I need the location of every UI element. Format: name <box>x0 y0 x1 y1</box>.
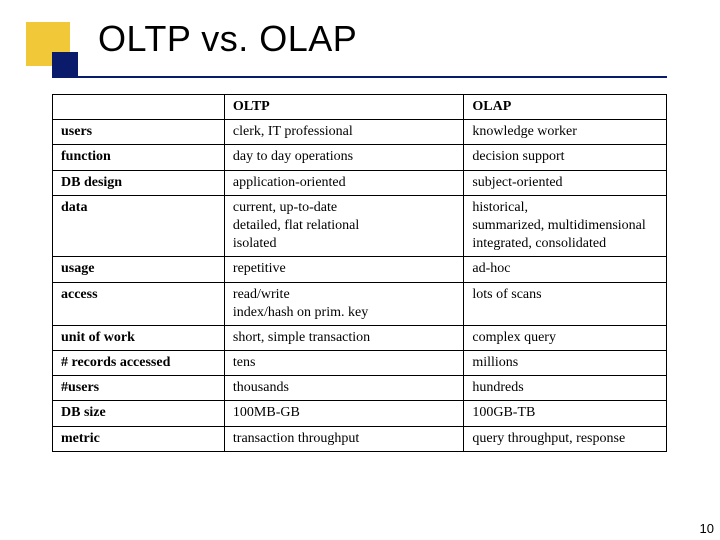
cell-olap: historical, summarized, multidimensional… <box>464 195 667 257</box>
row-label: usage <box>53 257 225 282</box>
header-oltp: OLTP <box>224 95 463 120</box>
table-row: usersclerk, IT professionalknowledge wor… <box>53 120 667 145</box>
table-header-row: OLTP OLAP <box>53 95 667 120</box>
cell-oltp: clerk, IT professional <box>224 120 463 145</box>
table-row: # records accessedtensmillions <box>53 351 667 376</box>
table-row: #usersthousandshundreds <box>53 376 667 401</box>
cell-olap: ad-hoc <box>464 257 667 282</box>
cell-olap: millions <box>464 351 667 376</box>
cell-oltp: 100MB-GB <box>224 401 463 426</box>
row-label: # records accessed <box>53 351 225 376</box>
row-label: unit of work <box>53 325 225 350</box>
cell-oltp: day to day operations <box>224 145 463 170</box>
table-row: DB size100MB-GB100GB-TB <box>53 401 667 426</box>
row-label: users <box>53 120 225 145</box>
cell-oltp: tens <box>224 351 463 376</box>
row-label: access <box>53 282 225 325</box>
cell-olap: query throughput, response <box>464 426 667 451</box>
slide-title: OLTP vs. OLAP <box>98 18 357 60</box>
cell-olap: lots of scans <box>464 282 667 325</box>
cell-oltp: repetitive <box>224 257 463 282</box>
page-number: 10 <box>700 521 714 536</box>
deco-accent-icon <box>52 52 78 78</box>
comparison-table: OLTP OLAP usersclerk, IT professionalkno… <box>52 94 667 452</box>
cell-oltp: read/write index/hash on prim. key <box>224 282 463 325</box>
table-row: metrictransaction throughputquery throug… <box>53 426 667 451</box>
comparison-table-wrap: OLTP OLAP usersclerk, IT professionalkno… <box>52 94 667 452</box>
cell-oltp: short, simple transaction <box>224 325 463 350</box>
cell-olap: 100GB-TB <box>464 401 667 426</box>
table-row: functionday to day operationsdecision su… <box>53 145 667 170</box>
table-row: unit of workshort, simple transactioncom… <box>53 325 667 350</box>
cell-olap: knowledge worker <box>464 120 667 145</box>
table-row: accessread/write index/hash on prim. key… <box>53 282 667 325</box>
table-row: DB designapplication-orientedsubject-ori… <box>53 170 667 195</box>
header-blank <box>53 95 225 120</box>
cell-oltp: application-oriented <box>224 170 463 195</box>
table-row: datacurrent, up-to-date detailed, flat r… <box>53 195 667 257</box>
row-label: function <box>53 145 225 170</box>
table-row: usagerepetitivead-hoc <box>53 257 667 282</box>
cell-oltp: thousands <box>224 376 463 401</box>
row-label: DB design <box>53 170 225 195</box>
cell-olap: subject-oriented <box>464 170 667 195</box>
header-olap: OLAP <box>464 95 667 120</box>
cell-olap: hundreds <box>464 376 667 401</box>
row-label: DB size <box>53 401 225 426</box>
cell-oltp: current, up-to-date detailed, flat relat… <box>224 195 463 257</box>
cell-olap: complex query <box>464 325 667 350</box>
cell-oltp: transaction throughput <box>224 426 463 451</box>
cell-olap: decision support <box>464 145 667 170</box>
row-label: metric <box>53 426 225 451</box>
title-underline <box>52 76 667 78</box>
row-label: #users <box>53 376 225 401</box>
row-label: data <box>53 195 225 257</box>
slide: OLTP vs. OLAP OLTP OLAP usersclerk, IT p… <box>0 0 720 540</box>
